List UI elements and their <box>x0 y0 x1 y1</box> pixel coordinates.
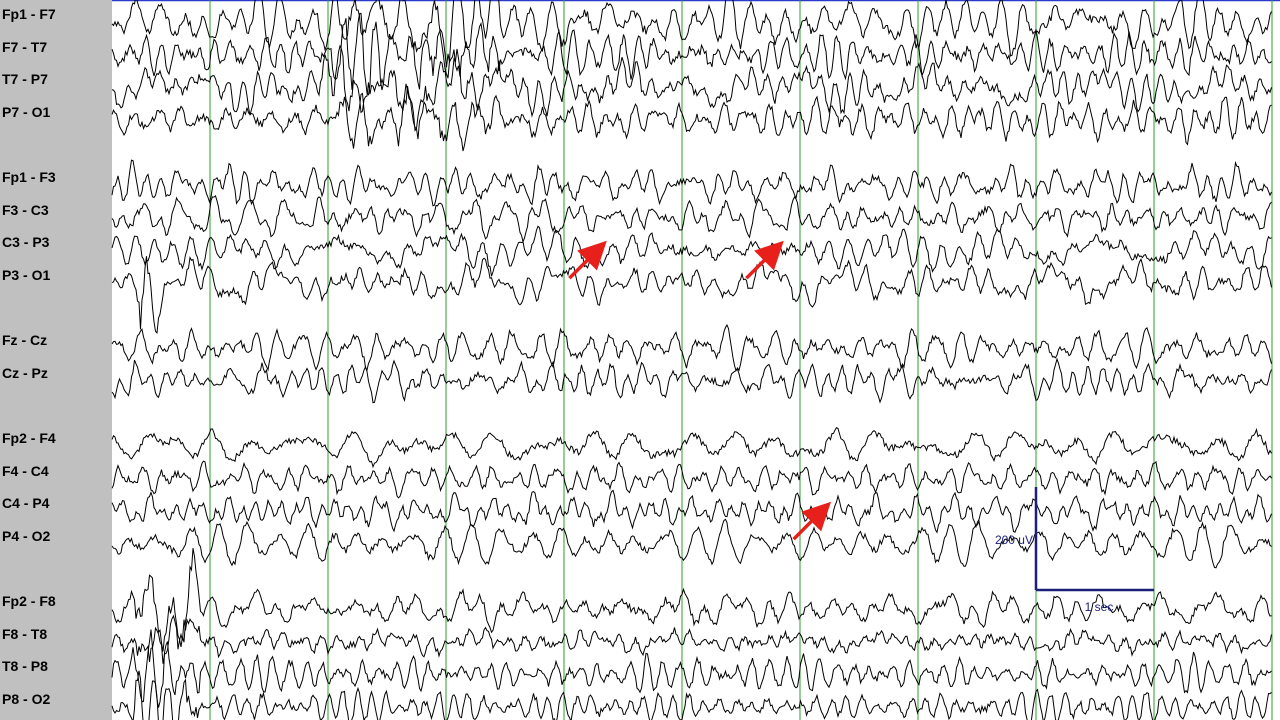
channel-label-t8-p8: T8 - P8 <box>2 658 48 675</box>
trace-f7-t7 <box>111 12 1272 96</box>
channel-label-f3-c3: F3 - C3 <box>2 201 49 218</box>
trace-t8-p8 <box>111 629 1272 708</box>
calibration-amplitude-label: 200 uV <box>995 533 1033 547</box>
channel-label-c3-p3: C3 - P3 <box>2 234 50 251</box>
channel-label-panel: Fp1 - F7 F7 - T7 T7 - P7 P7 - O1 Fp1 - F3 F3 … <box>0 0 112 720</box>
trace-fp1-f7 <box>111 0 1272 79</box>
channel-label-fp1-f7: Fp1 - F7 <box>2 6 56 22</box>
trace-c3-p3 <box>111 225 1272 277</box>
trace-p7-o1 <box>111 83 1272 152</box>
channel-label-c4-p4: C4 - P4 <box>2 495 50 512</box>
trace-p3-o1 <box>111 256 1272 335</box>
trace-c4-p4 <box>111 489 1272 534</box>
channel-label-p8-o2: P8 - O2 <box>2 690 51 707</box>
annotation-arrow-2 <box>745 240 784 280</box>
trace-p4-o2 <box>111 518 1272 569</box>
trace-fp2-f4 <box>111 427 1272 469</box>
channel-label-f4-c4: F4 - C4 <box>2 462 49 479</box>
channel-label-f8-t8: F8 - T8 <box>2 625 48 642</box>
trace-f4-c4 <box>111 460 1272 499</box>
channel-label-cz-pz: Cz - Pz <box>2 364 48 381</box>
annotation-arrow-3 <box>792 501 832 541</box>
trace-p8-o2 <box>111 670 1272 720</box>
channel-label-p4-o2: P4 - O2 <box>2 527 51 544</box>
channel-label-t7-p7: T7 - P7 <box>2 71 48 88</box>
annotation-arrow-1 <box>568 240 607 280</box>
channel-label-p7-o1: P7 - O1 <box>2 103 51 120</box>
channel-label-p3-o1: P3 - O1 <box>2 266 51 283</box>
trace-f8-t8 <box>111 614 1272 664</box>
channel-label-fp2-f8: Fp2 - F8 <box>2 593 56 609</box>
channel-label-f7-t7: F7 - T7 <box>2 38 48 55</box>
trace-fz-cz <box>111 324 1272 372</box>
trace-fp2-f8 <box>111 548 1272 652</box>
calibration-time-label: 1 sec <box>1085 600 1114 614</box>
trace-fp1-f3 <box>111 159 1272 207</box>
channel-label-fp2-f4: Fp2 - F4 <box>2 430 56 446</box>
channel-label-fp1-f3: Fp1 - F3 <box>2 169 56 185</box>
trace-cz-pz <box>111 357 1272 404</box>
trace-t7-p7 <box>111 44 1272 132</box>
channel-label-fz-cz: Fz - Cz <box>2 332 48 348</box>
trace-f3-c3 <box>111 195 1272 244</box>
